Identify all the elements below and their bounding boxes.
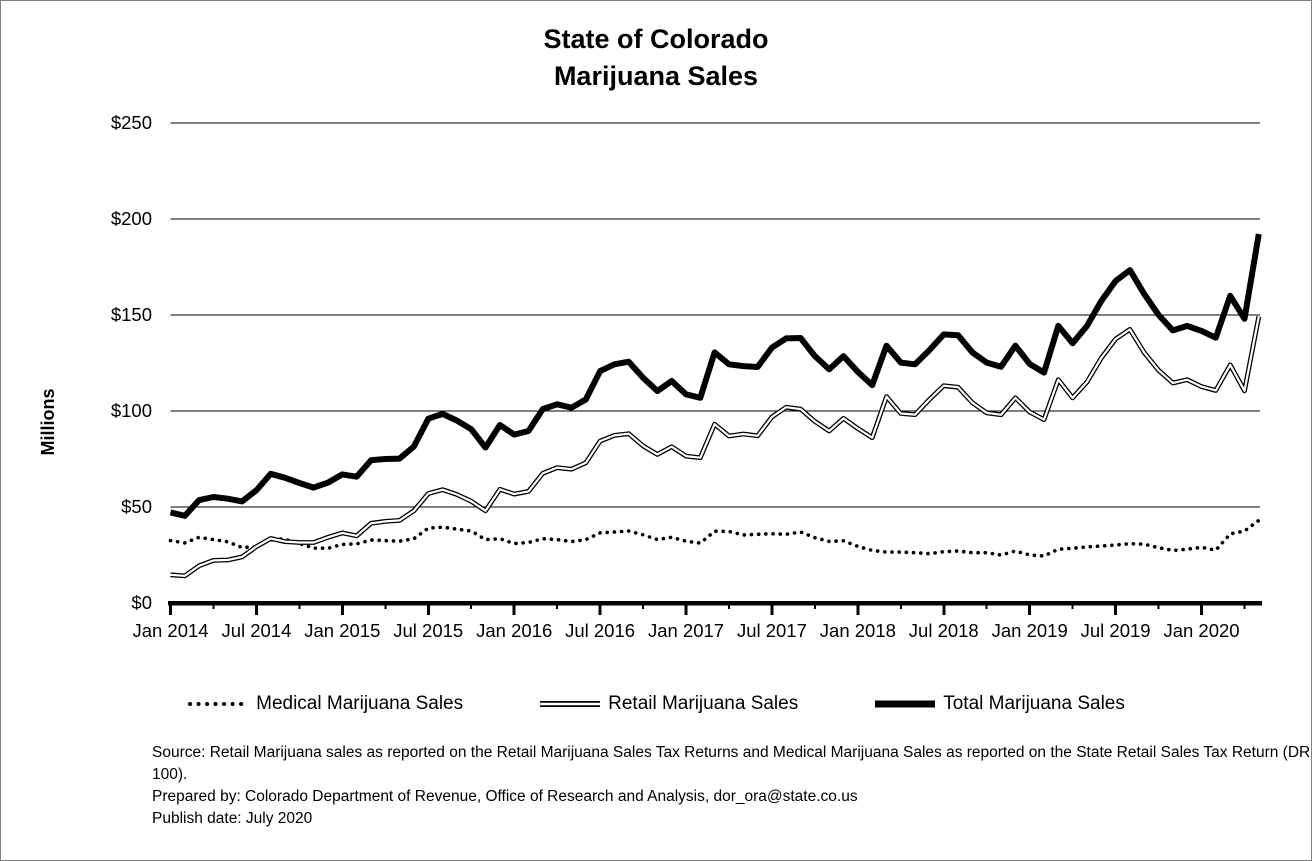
footer-notes: Source: Retail Marijuana sales as report… — [152, 742, 1311, 830]
total-sales-line — [169, 233, 1262, 519]
retail-double-line-swatch — [540, 701, 601, 707]
chart-title-line2: Marijuana Sales — [553, 61, 759, 91]
x-tick-label: Jan 2017 — [648, 620, 724, 641]
retail-sales-line-inner — [170, 316, 1260, 578]
legend-item-total: Total Marijuana Sales — [874, 693, 1125, 715]
y-tick-label: $150 — [111, 304, 152, 325]
x-tick-label: Jul 2014 — [221, 620, 291, 641]
y-tick-label: $250 — [111, 112, 152, 133]
prepared-by-note: Prepared by: Colorado Department of Reve… — [152, 788, 858, 805]
chart-title: State of Colorado Marijuana Sales — [1, 21, 1311, 95]
x-tick-label: Jan 2014 — [132, 620, 208, 641]
x-tick-label: Jan 2020 — [1163, 620, 1239, 641]
legend-label-retail: Retail Marijuana Sales — [608, 693, 799, 714]
medical-sales-line — [168, 518, 1261, 558]
x-tick-label: Jan 2018 — [820, 620, 896, 641]
legend-item-retail: Retail Marijuana Sales — [539, 693, 798, 715]
x-tick-label: Jul 2017 — [737, 620, 807, 641]
legend-item-medical: Medical Marijuana Sales — [187, 693, 463, 715]
y-tick-label: $100 — [111, 400, 152, 421]
publish-date-note: Publish date: July 2020 — [152, 810, 313, 827]
legend-label-total: Total Marijuana Sales — [943, 693, 1125, 714]
legend-label-medical: Medical Marijuana Sales — [256, 693, 464, 714]
sales-line-chart: $0 $50 $100 $150 $200 $250 Jan 2014 Jul 2014 Jan… — [111, 112, 1262, 641]
source-note: Source: Retail Marijuana sales as report… — [152, 744, 1311, 783]
x-tick-label: Jul 2019 — [1081, 620, 1151, 641]
x-tick-label: Jan 2016 — [476, 620, 552, 641]
x-tick-label: Jan 2019 — [992, 620, 1068, 641]
y-tick-label: $200 — [111, 208, 152, 229]
y-tick-label: $0 — [131, 592, 152, 613]
y-tick-label: $50 — [121, 496, 152, 517]
x-tick-label: Jul 2018 — [909, 620, 979, 641]
x-tick-label: Jul 2016 — [565, 620, 635, 641]
x-tick-label: Jan 2015 — [304, 620, 380, 641]
chart-title-line1: State of Colorado — [543, 24, 769, 54]
chart-legend: Medical Marijuana Sales Retail Marijuana… — [1, 693, 1311, 715]
total-thick-line-swatch — [875, 700, 936, 708]
medical-dotted-line-swatch — [188, 702, 250, 706]
x-tick-label: Jul 2015 — [393, 620, 463, 641]
